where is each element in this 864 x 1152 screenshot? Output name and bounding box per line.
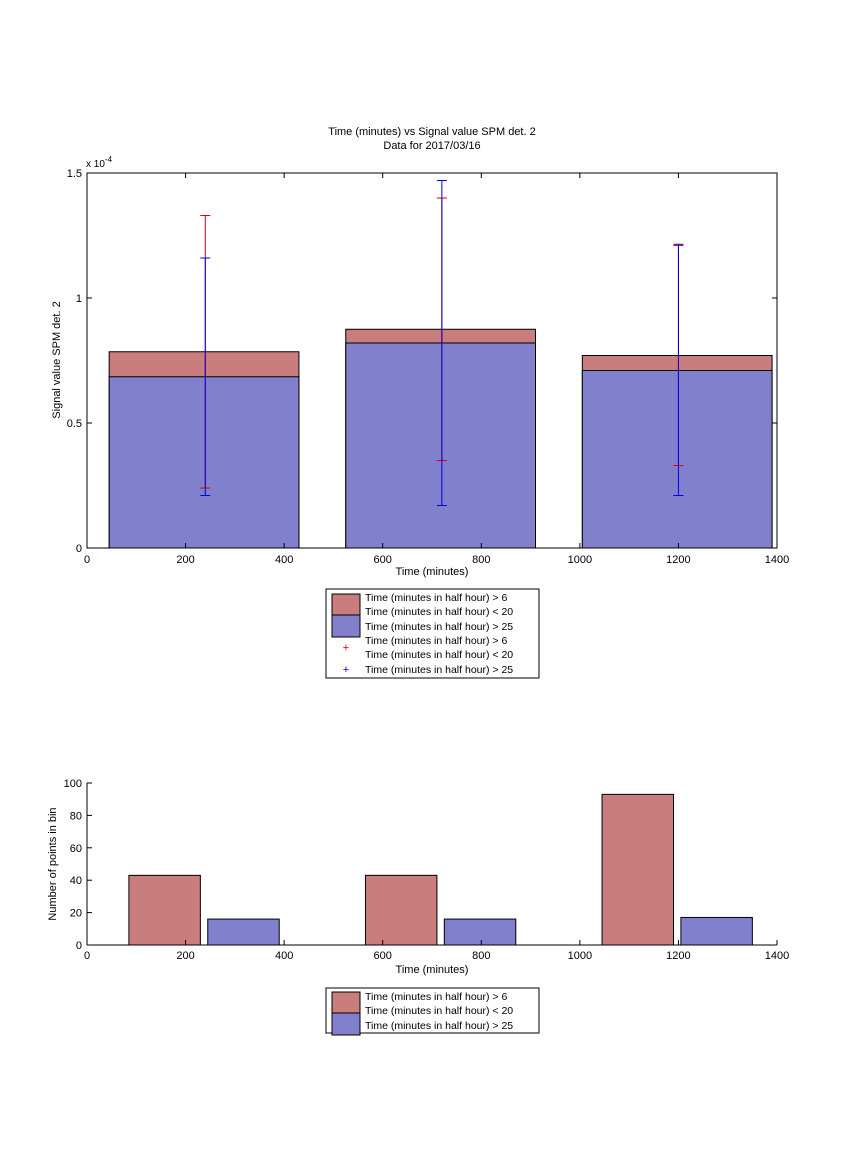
legend-entry: Time (minutes in half hour) > 25 bbox=[365, 1020, 513, 1032]
legend-swatch-blue bbox=[331, 1012, 361, 1036]
count-legend-box bbox=[325, 987, 540, 1034]
x-tick-label: 1000 bbox=[568, 554, 592, 566]
legend-entry: Time (minutes in half hour) < 20 bbox=[365, 649, 513, 661]
legend-swatch-blue bbox=[331, 614, 361, 638]
bar-blue bbox=[345, 342, 536, 549]
legend-entry: Time (minutes in half hour) > 25 bbox=[365, 664, 513, 676]
legend-swatch-red bbox=[331, 593, 361, 617]
count-bar-blue bbox=[207, 918, 280, 946]
legend-entry: Time (minutes in half hour) < 20 bbox=[365, 1005, 513, 1017]
signal-plot-frame bbox=[86, 172, 778, 549]
x-tick-label: 200 bbox=[176, 554, 194, 566]
y-multiplier: x 10-4 bbox=[86, 155, 113, 170]
x-tick-label: 200 bbox=[176, 950, 194, 962]
legend-entry: Time (minutes in half hour) > 25 bbox=[365, 621, 513, 633]
x-tick-label: 400 bbox=[275, 950, 293, 962]
signal-legend: + + Time (minutes in half hour) > 6 Time… bbox=[325, 588, 540, 679]
legend-entry: Time (minutes in half hour) > 6 bbox=[365, 991, 507, 1003]
y-tick-label: 60 bbox=[70, 843, 82, 855]
y-tick-label: 40 bbox=[70, 875, 82, 887]
y-tick-label: 1.5 bbox=[67, 168, 82, 180]
count-y-axis-label: Number of points in bin bbox=[47, 807, 59, 920]
signal-y-axis-label: Signal value SPM det. 2 bbox=[51, 301, 63, 418]
count-x-axis-label: Time (minutes) bbox=[396, 964, 469, 976]
count-bar-blue bbox=[680, 916, 753, 946]
count-bar-blue bbox=[443, 918, 517, 946]
signal-legend-box bbox=[325, 588, 540, 679]
y-tick-label: 0.5 bbox=[67, 418, 82, 430]
legend-entry: Time (minutes in half hour) > 6 bbox=[365, 635, 507, 647]
signal-error-bars bbox=[200, 180, 684, 506]
y-tick-label: 1 bbox=[76, 293, 82, 305]
y-tick-label: 80 bbox=[70, 810, 82, 822]
signal-x-axis-label: Time (minutes) bbox=[396, 566, 469, 578]
y-tick-label: 0 bbox=[76, 543, 82, 555]
signal-y-ticks: 0 0.5 1 1.5 bbox=[67, 168, 777, 555]
bar-blue bbox=[581, 370, 773, 549]
count-legend: Time (minutes in half hour) > 6 Time (mi… bbox=[325, 987, 540, 1036]
count-axes bbox=[86, 783, 777, 946]
x-tick-label: 0 bbox=[84, 554, 90, 566]
count-y-ticks: 0 20 40 60 80 100 bbox=[64, 778, 92, 952]
signal-x-ticks: 0 200 400 600 800 1000 1200 1400 bbox=[84, 173, 789, 566]
signal-chart: Time (minutes) vs Signal value SPM det. … bbox=[51, 126, 789, 679]
legend-entry: Time (minutes in half hour) < 20 bbox=[365, 606, 513, 618]
x-tick-label: 800 bbox=[472, 950, 490, 962]
x-tick-label: 1200 bbox=[666, 554, 690, 566]
x-tick-label: 600 bbox=[374, 950, 392, 962]
x-tick-label: 400 bbox=[275, 554, 293, 566]
x-tick-label: 0 bbox=[84, 950, 90, 962]
y-tick-label: 100 bbox=[64, 778, 82, 790]
count-bar-red bbox=[128, 874, 201, 946]
x-tick-label: 800 bbox=[472, 554, 490, 566]
x-tick-label: 1400 bbox=[765, 554, 789, 566]
y-tick-label: 0 bbox=[76, 940, 82, 952]
count-x-ticks: 0 200 400 600 800 1000 1200 1400 bbox=[84, 940, 789, 962]
x-tick-label: 1400 bbox=[765, 950, 789, 962]
count-chart: 0 200 400 600 800 1000 1200 1400 0 20 40 60 80 100 T… bbox=[47, 778, 789, 1036]
x-tick-label: 1000 bbox=[568, 950, 592, 962]
x-tick-label: 600 bbox=[374, 554, 392, 566]
legend-entry: Time (minutes in half hour) > 6 bbox=[365, 592, 507, 604]
count-bar-red bbox=[364, 874, 438, 946]
y-tick-label: 20 bbox=[70, 908, 82, 920]
legend-swatch-red bbox=[331, 991, 361, 1015]
count-bar-red bbox=[601, 793, 674, 946]
legend-marker-red: + bbox=[343, 642, 349, 654]
x-tick-label: 1200 bbox=[666, 950, 690, 962]
bar-blue bbox=[108, 376, 300, 549]
signal-bars bbox=[108, 328, 773, 549]
chart-title: Time (minutes) vs Signal value SPM det. … bbox=[328, 126, 535, 138]
legend-marker-blue: + bbox=[343, 664, 349, 676]
chart-subtitle: Data for 2017/03/16 bbox=[383, 140, 480, 152]
count-bars bbox=[128, 793, 753, 946]
